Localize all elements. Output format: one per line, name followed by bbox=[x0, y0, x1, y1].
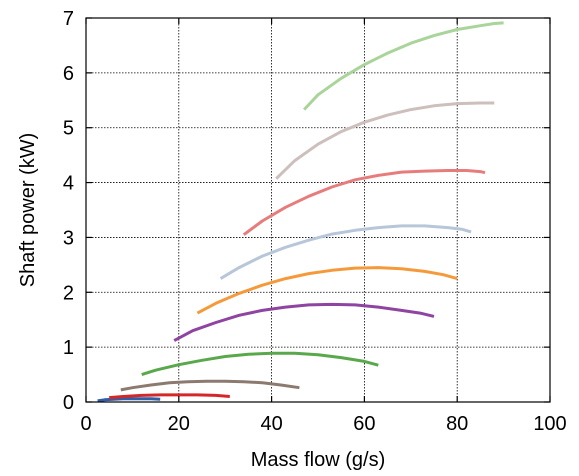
y-tick-label: 7 bbox=[63, 8, 74, 30]
y-tick-label: 0 bbox=[63, 392, 74, 414]
series-line-4 bbox=[142, 353, 379, 374]
x-tick-label: 60 bbox=[353, 413, 375, 435]
x-axis-label: Mass flow (g/s) bbox=[251, 449, 385, 471]
y-axis-label: Shaft power (kW) bbox=[17, 133, 39, 287]
series-line-7 bbox=[221, 226, 472, 279]
x-tick-label: 100 bbox=[533, 413, 566, 435]
series-group bbox=[98, 23, 504, 401]
y-tick-label: 6 bbox=[63, 63, 74, 85]
ticks-group: 0 20 40 60 80 100 0 1 2 3 4 5 6 7 bbox=[63, 8, 567, 435]
x-tick-label: 40 bbox=[260, 413, 282, 435]
series-line-9 bbox=[276, 103, 494, 179]
plot-frame bbox=[86, 18, 550, 402]
x-tick-label: 20 bbox=[168, 413, 190, 435]
series-line-3 bbox=[121, 381, 300, 390]
x-tick-label: 0 bbox=[80, 413, 91, 435]
grid bbox=[86, 18, 550, 402]
y-tick-label: 3 bbox=[63, 227, 74, 249]
y-tick-label: 5 bbox=[63, 118, 74, 140]
series-line-6 bbox=[197, 268, 457, 314]
y-tick-label: 4 bbox=[63, 173, 74, 195]
y-tick-label: 1 bbox=[63, 337, 74, 359]
y-tick-label: 2 bbox=[63, 282, 74, 304]
series-line-5 bbox=[174, 304, 434, 340]
series-line-2 bbox=[109, 395, 230, 398]
series-line-10 bbox=[304, 23, 504, 110]
x-tick-label: 80 bbox=[446, 413, 468, 435]
series-line-1 bbox=[98, 399, 161, 401]
